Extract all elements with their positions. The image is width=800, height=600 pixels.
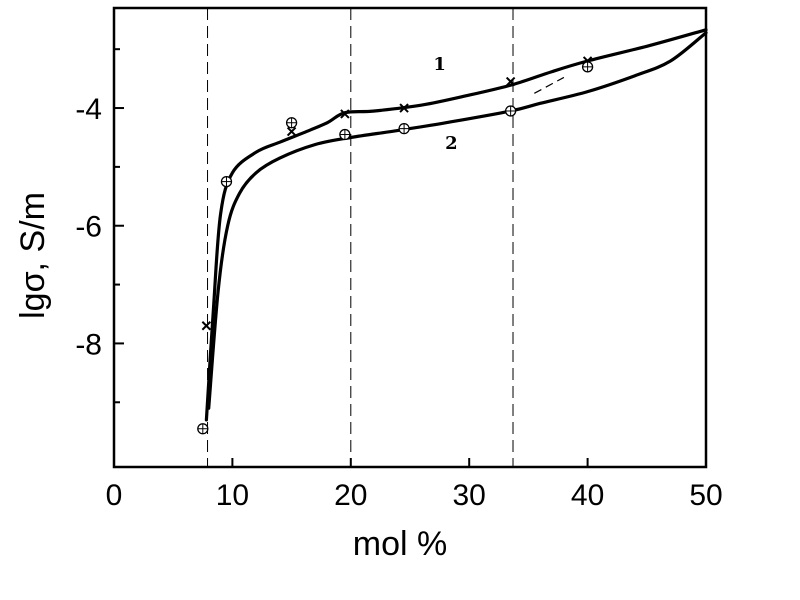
cross-stroke [505,76,516,87]
cross-stroke [286,126,297,137]
x-tick-label: 10 [216,479,249,512]
x-tick-label: 50 [689,479,722,512]
cross-stroke [399,103,409,113]
series-2-point [398,122,410,135]
series-1-point [286,126,297,137]
series-2-point [339,128,351,141]
series-1-point [201,321,212,331]
x-tick-label: 0 [106,479,123,512]
series-2-point [285,117,298,129]
series-2-point [581,61,594,73]
series-2-point [220,175,233,188]
y-tick-label: -4 [75,93,102,126]
series-2-curve [207,31,708,410]
curve-2-label: 2 [445,133,458,154]
curves [204,28,708,422]
series-1-point [505,76,516,87]
tick-labels: 0 10 20 30 40 50 -4 -6 -8 [75,93,722,512]
plot-area-frame [112,6,708,469]
series-1-point [399,103,409,113]
series-2-dash-segment [534,76,565,94]
x-tick-label: 30 [453,479,486,512]
x-axis-title: mol % [353,525,447,563]
y-tick-label: -6 [75,211,102,244]
series-2-point [197,423,209,435]
x-tick-label: 20 [334,479,367,512]
series-1-curve [204,28,708,422]
series-1-point [340,109,350,119]
series-2-point [504,105,517,117]
cross-stroke [201,321,212,331]
dashed-reference-lines [207,8,514,467]
markers [197,56,594,435]
y-axis-title: lgσ, S/m [14,192,52,319]
y-tick-label: -8 [75,328,102,361]
x-tick-label: 40 [571,479,604,512]
axis-ticks [113,48,707,467]
curve-1-label: 1 [433,54,446,75]
cross-stroke [340,109,350,119]
